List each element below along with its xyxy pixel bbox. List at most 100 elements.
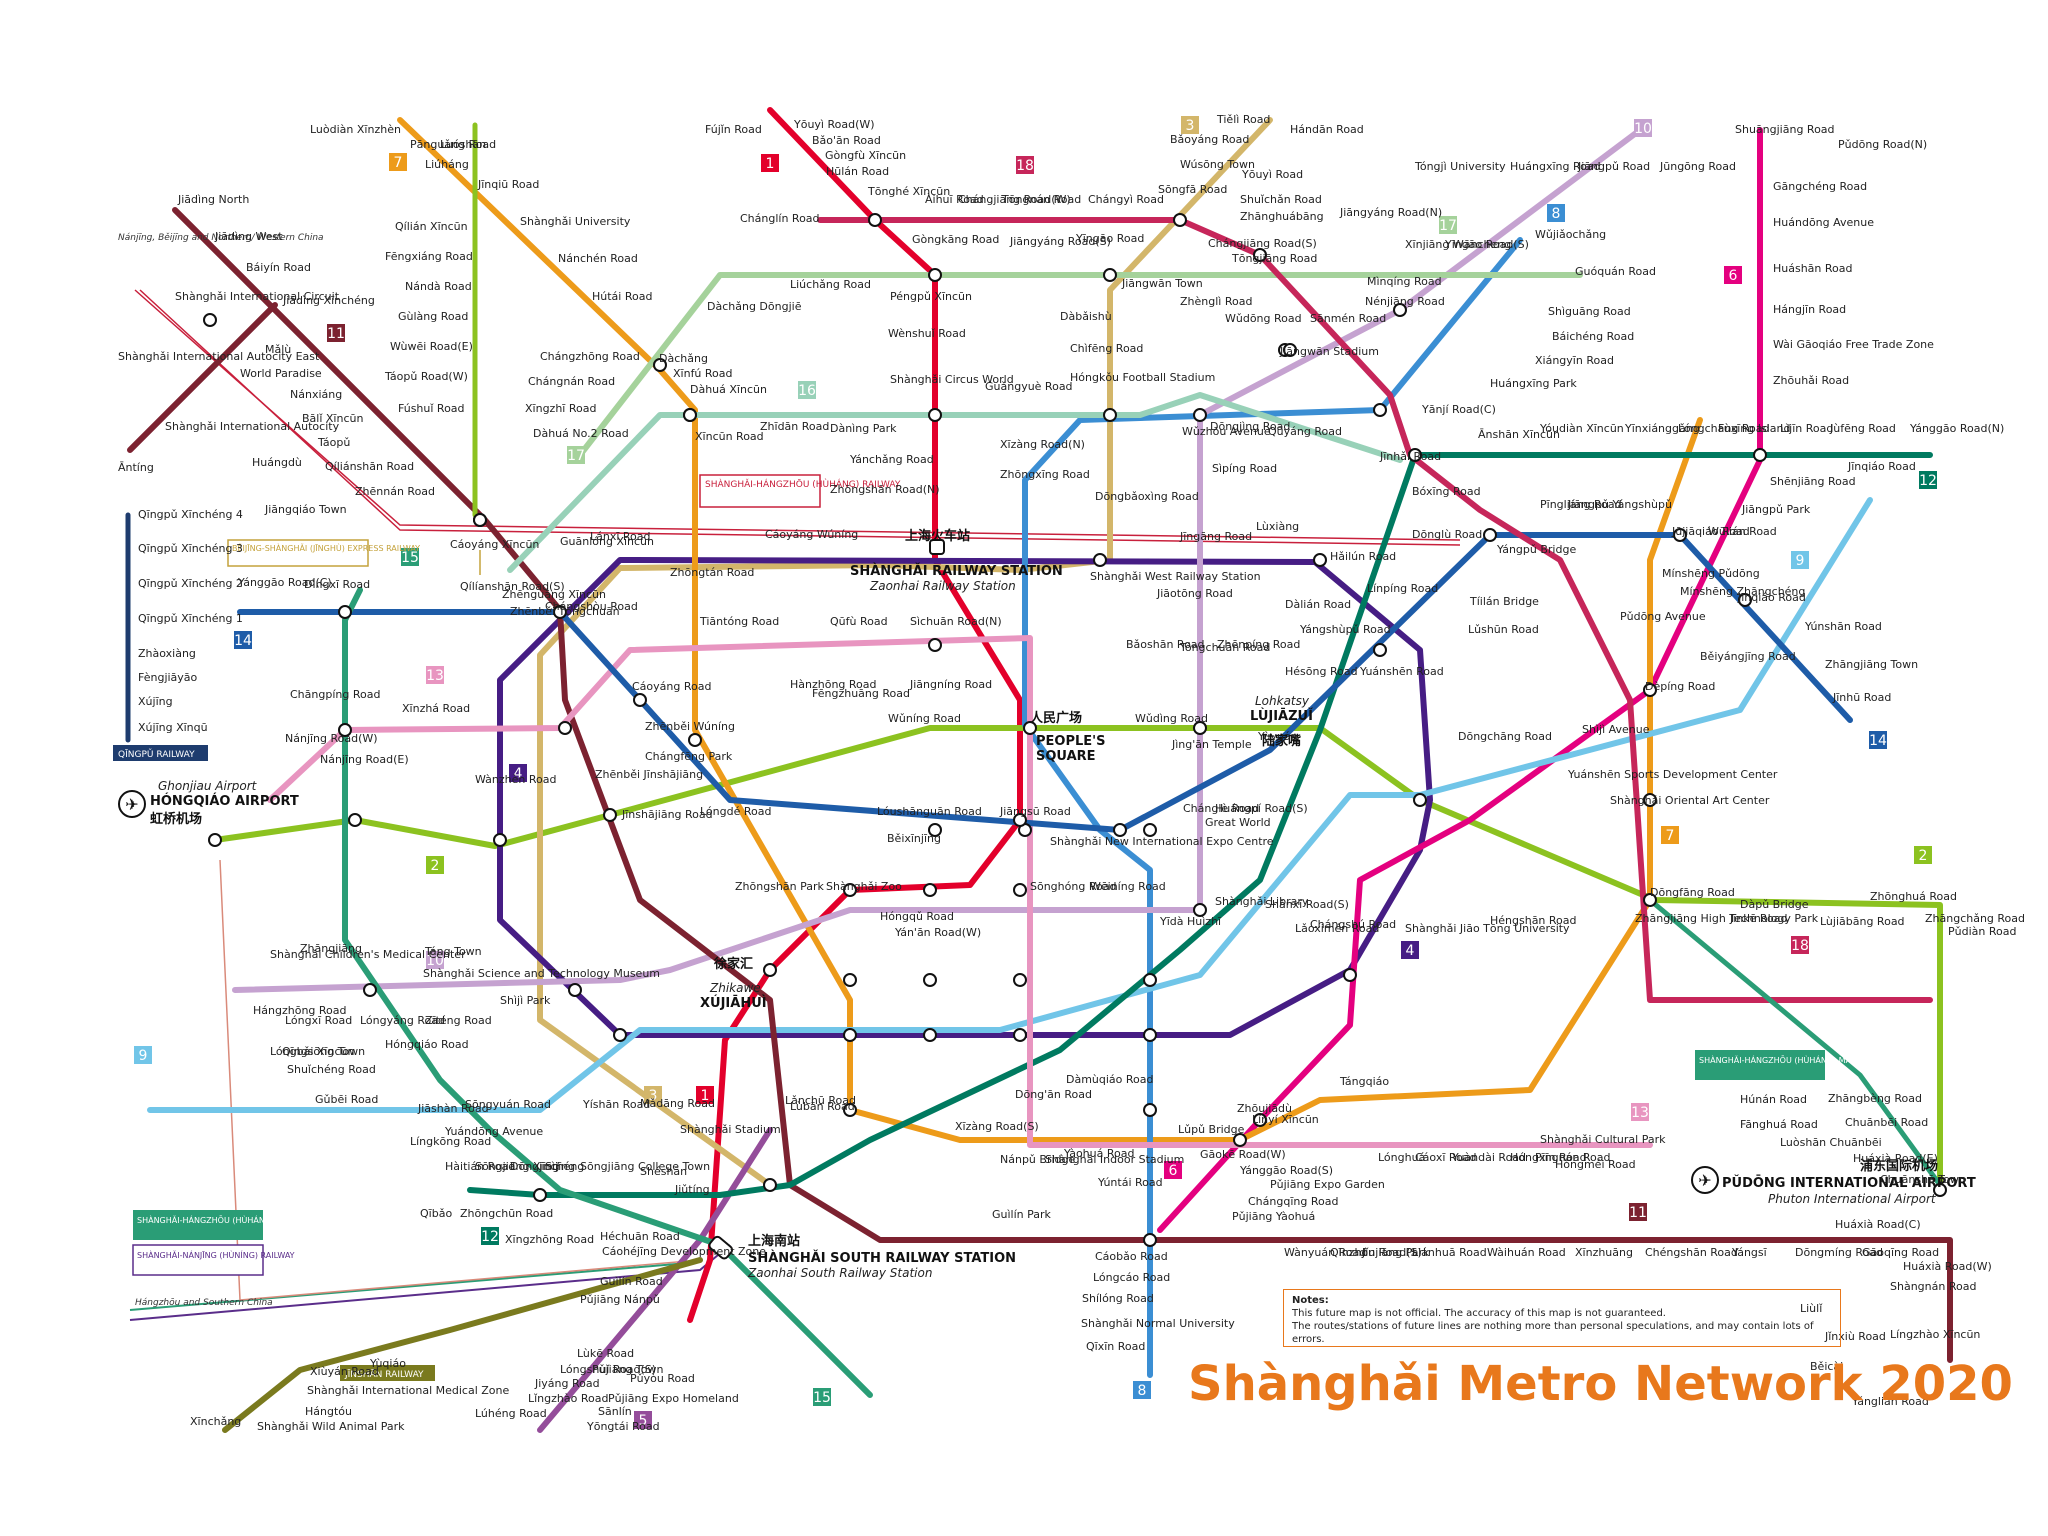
station-label: Jùfēng Road bbox=[1829, 422, 1896, 435]
station-label: Liánhuā Road bbox=[1412, 1246, 1487, 1259]
line-badge-12: 12 bbox=[481, 1227, 499, 1245]
line-badge-4: 4 bbox=[1401, 941, 1419, 959]
station-label: Zhīdān Road bbox=[760, 420, 829, 433]
station-label: Shànghǎi International Autocity bbox=[165, 420, 340, 433]
notes-heading: Notes: bbox=[1292, 1295, 1329, 1306]
station-label: Dōngchāng Road bbox=[1458, 730, 1552, 743]
station-label: Shànghǎi International Autocity East bbox=[118, 350, 320, 363]
line-1 bbox=[687, 107, 1023, 1323]
station-label: Xīnzhuāng bbox=[1575, 1246, 1633, 1259]
svg-text:1: 1 bbox=[766, 156, 775, 172]
station-label: Yánggāo Road(S) bbox=[1239, 1164, 1333, 1177]
svg-text:13: 13 bbox=[426, 668, 444, 684]
station-label: Zhēnběi Wúníng bbox=[645, 720, 735, 733]
line-badge-2: 2 bbox=[1914, 846, 1932, 864]
station-label: Chuānbēi Road bbox=[1845, 1116, 1928, 1129]
station-label: Xīzàng Road(S) bbox=[955, 1120, 1039, 1133]
station-label: Wǔzhōu Avenue bbox=[1182, 425, 1271, 438]
station-label: Guānlóng Xīncūn bbox=[560, 535, 654, 548]
station-label: Jūngōng Road bbox=[1659, 160, 1736, 173]
line-11-branch bbox=[127, 302, 278, 453]
line-badge-18: 18 bbox=[1791, 936, 1809, 954]
station-label: Nánjīng Road(E) bbox=[320, 753, 409, 766]
station-label: Běicài bbox=[1810, 1360, 1843, 1373]
station-label: Dàbǎishù bbox=[1060, 310, 1112, 323]
line-badge-1: 1 bbox=[761, 154, 779, 172]
shanghai-station-icon bbox=[929, 539, 945, 555]
station-label: Yánggāo Road(C) bbox=[237, 576, 332, 589]
station-label: Bǎoshān Road bbox=[1126, 638, 1205, 651]
station-label: Dōngjìng Road bbox=[1210, 420, 1290, 433]
station-label: Lóushānguān Road bbox=[877, 805, 982, 818]
station-label: Yàohuá Road bbox=[1063, 1147, 1134, 1160]
station-label: Qīxīn Road bbox=[1086, 1340, 1145, 1353]
line-badge-18: 18 bbox=[1016, 156, 1034, 174]
station-label: Pǔdōng Avenue bbox=[1620, 610, 1706, 623]
station-label: Báiyín Road bbox=[246, 261, 311, 274]
maglev-west-label: SHÀNGHǍI-HÁNGZHŌU (HÙHÁNG) MAGLEV TRAIN bbox=[137, 1214, 337, 1225]
station-label: Yuàndài Road bbox=[1451, 1151, 1526, 1164]
station-label: Dōngbǎoxìng Road bbox=[1095, 490, 1199, 503]
station-label: Xīngzhī Road bbox=[525, 402, 596, 415]
station-label: Bóxīng Road bbox=[1412, 485, 1481, 498]
line-6 bbox=[1157, 127, 1763, 1233]
station-label: Huáxià Road(C) bbox=[1835, 1218, 1921, 1231]
station-label: Lúhéng Road bbox=[475, 1407, 547, 1420]
station-label: Sōngyuán Road bbox=[465, 1098, 551, 1111]
station-label: Fèngjiāyāo bbox=[138, 671, 198, 684]
station-label: Dōngjīng bbox=[510, 1160, 559, 1173]
station-label: Shànghǎi Circus World bbox=[890, 373, 1014, 386]
hongqiao-italic: Ghonjiau Airport bbox=[158, 779, 258, 793]
peoples-square-label: PEOPLE'S bbox=[1036, 734, 1106, 749]
station-label: Lóngshuǐ Road(S) bbox=[560, 1363, 656, 1376]
station-label: Mìnqíng Road bbox=[1367, 275, 1442, 288]
station-label: Tóngchuān Road bbox=[1179, 641, 1270, 654]
station-label: Qīngpǔ Xīnchéng 2 bbox=[138, 577, 243, 590]
station-label: Pīngnán Road bbox=[1535, 1151, 1610, 1164]
station-label: Běiyángjīng Road bbox=[1700, 650, 1796, 663]
pudong-airport-sub: Phuton International Airport bbox=[1768, 1192, 1937, 1206]
station-label: Nánxiáng bbox=[290, 388, 342, 401]
notes-box: Notes: This future map is not official. … bbox=[1283, 1289, 1841, 1347]
station-label: Chánglè Road bbox=[1183, 802, 1259, 815]
station-label: Húnán Road bbox=[1740, 1093, 1807, 1106]
station-label: Jiyáng Road bbox=[534, 1377, 600, 1390]
station-label: Pǔdiàn Road bbox=[1948, 925, 2016, 938]
station-label: Hángjīn Road bbox=[1773, 303, 1846, 316]
station-label: Fānghuá Road bbox=[1740, 1118, 1818, 1131]
station-label: Pǔjiāng Nánpǔ bbox=[580, 1293, 660, 1306]
svg-text:15: 15 bbox=[401, 550, 419, 566]
line-badge-17: 17 bbox=[1439, 216, 1457, 234]
line-badge-12: 12 bbox=[1919, 471, 1937, 489]
station-label: Zhāngchǎng Road bbox=[1925, 912, 2025, 925]
station-label: Sìpíng Road bbox=[1212, 462, 1277, 475]
line-16 bbox=[507, 392, 1403, 573]
station-label: Bǎoyáng Road bbox=[1170, 133, 1249, 146]
station-label: Sānlín bbox=[598, 1405, 632, 1418]
station-label: Huángdù bbox=[252, 456, 302, 469]
station-label: Qīnzhōu Road(S) bbox=[1330, 1246, 1422, 1259]
station-label: Tōngnán Road bbox=[1001, 193, 1081, 206]
pudong-airport-cn: 浦东国际机场 bbox=[1860, 1158, 1938, 1174]
station-label: Qībǎo bbox=[420, 1207, 452, 1220]
station-label: Huáshān Road bbox=[1773, 262, 1853, 275]
jinghu-railway-label: BĚIJĪNG-SHÀNGHǍI (JĪNGHÙ) EXPRESS RAILWA… bbox=[232, 542, 420, 553]
station-label: Shànghǎi Indoor Stadium bbox=[1045, 1153, 1184, 1166]
station-label: Guìlín Road bbox=[600, 1275, 663, 1288]
station-label: Chángqīng Road bbox=[1248, 1195, 1338, 1208]
station-label: Hángzhōng Road bbox=[253, 1004, 347, 1017]
map-title: Shànghǎi Metro Network 2020 bbox=[1188, 1356, 2013, 1412]
station-label: Cáobǎo Road bbox=[1095, 1250, 1168, 1263]
station-label: Fùxīng Island bbox=[1718, 422, 1790, 435]
station-label: Huángxīng Park bbox=[1490, 377, 1577, 390]
station-label: Guǎngyuè Road bbox=[985, 380, 1073, 393]
line-3 bbox=[537, 117, 1273, 1188]
station-label: Tóngjì University bbox=[1414, 160, 1506, 173]
hangzhou-railway-label: SHÀNGHǍI-HÁNGZHŌU (HÙHÁNG) RAILWAY bbox=[705, 478, 901, 490]
station-label: Pǔjiāng Expo Homeland bbox=[608, 1392, 739, 1405]
station-label: Lóngchāng Road bbox=[1678, 422, 1769, 435]
station-label: Hóngxīn Road bbox=[1510, 1151, 1587, 1164]
station-label: Qūyáng Road bbox=[1268, 425, 1342, 438]
station-label: Hángtóu bbox=[305, 1405, 352, 1418]
